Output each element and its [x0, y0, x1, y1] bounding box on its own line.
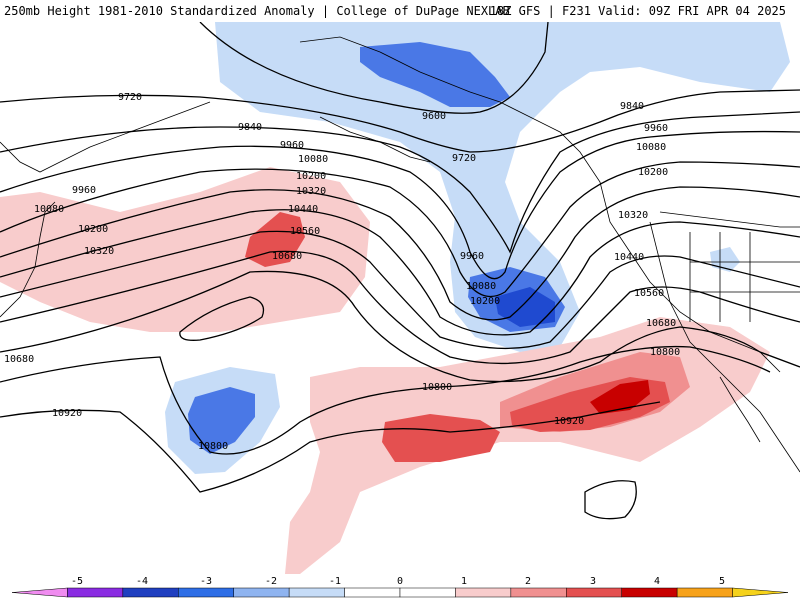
- header-valid-time: 18Z GFS | F231 Valid: 09Z FRI APR 04 202…: [489, 4, 786, 18]
- contour-label: 10320: [296, 186, 326, 197]
- contour-label: 10440: [288, 204, 318, 215]
- contour-label: 9720: [452, 153, 476, 164]
- negative-anomaly-region-north: [215, 22, 790, 352]
- alaska-coast: [299, 36, 781, 373]
- contour-label: 10320: [84, 246, 114, 257]
- contour-9840: [0, 111, 800, 254]
- contour-label: 10800: [198, 441, 228, 452]
- colorbar-tick-label: -3: [200, 576, 212, 587]
- contour-10560: [0, 250, 800, 365]
- negative-anomaly-core-south: [188, 387, 255, 454]
- contour-10920: [0, 401, 661, 493]
- contour-9960: [0, 130, 800, 280]
- coastlines: [0, 36, 800, 473]
- asia-coast: [0, 101, 211, 173]
- contour-label: 9960: [460, 251, 484, 262]
- anomaly-shading: [0, 22, 790, 574]
- contour-label: 10080: [298, 154, 328, 165]
- colorbar-tick-label: 3: [590, 576, 596, 587]
- colorbar-tick-label: 0: [397, 576, 403, 587]
- contour-label: 10080: [636, 142, 666, 153]
- colorbar-swatch: [510, 587, 567, 598]
- colorbar-swatch: [11, 587, 68, 598]
- contour-10920-closed: [584, 480, 637, 520]
- colorbar-swatches: [11, 587, 789, 598]
- contour-label: 10680: [646, 318, 676, 329]
- west-us-coast: [649, 221, 800, 473]
- colorbar-swatch: [233, 587, 290, 598]
- contour-label: 10560: [290, 226, 320, 237]
- colorbar: -5 -4 -3 -2 -1 0 1 2 3 4 5: [11, 576, 789, 598]
- anomaly-map: 9720 9840 9960 10080 10200 10320 10440 1…: [0, 22, 800, 574]
- us-state-lines: [689, 232, 800, 322]
- contour-label: 9600: [422, 111, 446, 122]
- contour-9720: [0, 89, 800, 153]
- positive-anomaly-core-west: [245, 212, 305, 267]
- colorbar-swatch: [178, 587, 234, 598]
- contour-label: 10680: [4, 354, 34, 365]
- contour-10680: [0, 270, 800, 383]
- contour-label: 10680: [272, 251, 302, 262]
- canada-border: [659, 211, 800, 228]
- positive-anomaly-max: [590, 380, 650, 414]
- colorbar-ticks: -5 -4 -3 -2 -1 0 1 2 3 4 5: [71, 576, 725, 587]
- contour-label: 10800: [422, 382, 452, 393]
- contour-10080: [0, 161, 800, 298]
- contour-10320: [0, 209, 800, 336]
- contour-10800: [0, 345, 771, 455]
- colorbar-tick-label: -5: [71, 576, 83, 587]
- height-contours: [0, 22, 800, 520]
- colorbar-tick-label: 1: [461, 576, 467, 587]
- japan-coast: [0, 201, 56, 318]
- colorbar-swatch: [399, 587, 456, 598]
- colorbar-tick-label: 4: [654, 576, 660, 587]
- contour-10680-closed: [179, 296, 265, 341]
- colorbar-swatch: [122, 587, 179, 598]
- contour-9600: [199, 22, 549, 114]
- contour-label: 10200: [470, 296, 500, 307]
- contour-label: 10200: [78, 224, 108, 235]
- colorbar-tick-label: -4: [136, 576, 148, 587]
- contour-label: 9960: [280, 140, 304, 151]
- colorbar-tick-label: -2: [265, 576, 277, 587]
- colorbar-swatch: [732, 587, 789, 598]
- contour-labels: 9720 9840 9960 10080 10200 10320 10440 1…: [4, 92, 680, 452]
- header-title: 250mb Height 1981-2010 Standardized Anom…: [4, 4, 510, 18]
- positive-anomaly-region-west: [0, 167, 370, 332]
- contour-label: 10440: [614, 252, 644, 263]
- colorbar-tick-label: -1: [329, 576, 341, 587]
- contour-label: 10920: [554, 416, 584, 427]
- contour-label: 9720: [118, 92, 142, 103]
- negative-anomaly-core-alaska: [360, 42, 510, 107]
- contour-label: 10080: [466, 281, 496, 292]
- colorbar-swatch: [344, 587, 401, 598]
- contour-label: 9960: [644, 123, 668, 134]
- contour-label: 10800: [650, 347, 680, 358]
- colorbar-swatch: [566, 587, 622, 598]
- contour-label: 9960: [72, 185, 96, 196]
- contour-label: 9840: [620, 101, 644, 112]
- baja-coast: [719, 376, 761, 443]
- contour-label: 10200: [638, 167, 668, 178]
- positive-anomaly-region-south: [285, 317, 770, 574]
- contour-label: 10320: [618, 210, 648, 221]
- colorbar-swatch: [676, 587, 733, 598]
- contour-label: 10080: [34, 204, 64, 215]
- positive-anomaly-west-band: [382, 414, 500, 462]
- colorbar-swatch: [288, 587, 345, 598]
- colorbar-tick-label: 5: [719, 576, 725, 587]
- map-header: 250mb Height 1981-2010 Standardized Anom…: [0, 0, 800, 22]
- colorbar-swatch: [621, 587, 678, 598]
- contour-label: 9840: [238, 122, 262, 133]
- colorbar-swatch: [67, 587, 124, 598]
- colorbar-swatch: [455, 587, 512, 598]
- contour-10200: [0, 186, 800, 321]
- contour-10440: [0, 230, 800, 350]
- contour-label: 10200: [296, 171, 326, 182]
- colorbar-tick-label: 2: [525, 576, 531, 587]
- contour-label: 10560: [634, 288, 664, 299]
- contour-label: 10920: [52, 408, 82, 419]
